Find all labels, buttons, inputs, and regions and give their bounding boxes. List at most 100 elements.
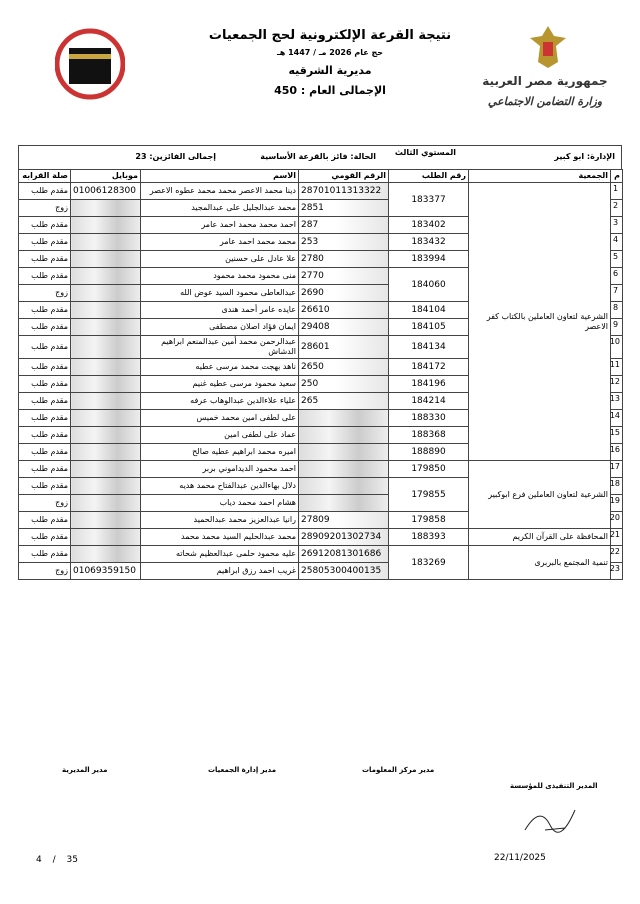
- table-row: 15 188368 عماد على لطفى امين مقدم طلب: [18, 426, 623, 444]
- name: غريب احمد رزق ابراهيم: [140, 562, 299, 580]
- table-row: 19 هشام احمد محمد دياب زوج: [18, 494, 623, 512]
- row-number: 17: [610, 460, 623, 478]
- request-number: 179858: [388, 511, 469, 529]
- relation: مقدم طلب: [18, 301, 71, 319]
- relation: مقدم طلب: [18, 375, 71, 393]
- national-id: 2650: [298, 358, 389, 376]
- national-id-blurred: [298, 426, 389, 444]
- mobile: 01006128300: [70, 182, 141, 200]
- page: 4: [36, 855, 42, 865]
- name: سعيد محمود مرسى عطيه غنيم: [140, 375, 299, 393]
- relation: مقدم طلب: [18, 545, 71, 563]
- column-header: رقم الطلب: [388, 169, 469, 183]
- relation: مقدم طلب: [18, 267, 71, 285]
- left-logo: [55, 28, 125, 100]
- column-header: الرقم القومي: [298, 169, 389, 183]
- table-row: 12 184196 250 سعيد محمود مرسى عطيه غنيم مقدم…: [18, 375, 623, 393]
- table-row: 7 2690 عبدالعاطى محمود السيد عوض الله زوج: [18, 284, 623, 302]
- request-number: 183402: [388, 216, 469, 234]
- name: على لطفى امين محمد خميس: [140, 409, 299, 427]
- table-row: 23 25805300400135 غريب احمد رزق ابراهيم 010…: [18, 562, 623, 580]
- name: احمد محمود الديداموني بربر: [140, 460, 299, 478]
- relation: مقدم طلب: [18, 335, 71, 359]
- total: الإجمالى العام : 450: [274, 84, 386, 97]
- relation: زوج: [18, 494, 71, 512]
- name: ايمان فؤاد اصلان مصطفى: [140, 318, 299, 336]
- row-number: 14: [610, 409, 623, 427]
- mobile-blurred: [70, 392, 141, 410]
- column-header: موبايل: [70, 169, 141, 183]
- signature: مدير إدارة الجمعيات: [208, 766, 277, 774]
- table-row: 4 183432 253 محمد محمد احمد عامر مقدم طلب: [18, 233, 623, 251]
- row-number: 3: [610, 216, 623, 234]
- relation: مقدم طلب: [18, 318, 71, 336]
- row-number: 15: [610, 426, 623, 444]
- request-number: 184105: [388, 318, 469, 336]
- row-number: 20: [610, 511, 623, 529]
- pages: 35: [66, 855, 78, 865]
- name: علا عادل على حسنين: [140, 250, 299, 268]
- row-number: 5: [610, 250, 623, 268]
- row-number: 13: [610, 392, 623, 410]
- name: محمد عبدالحليم السيد محمد محمد: [140, 528, 299, 546]
- row-number: 4: [610, 233, 623, 251]
- results-table: م الجمعية رقم الطلب الرقم القومي الاسم موبايل…: [18, 169, 623, 580]
- name: احمد محمد محمد احمد عامر: [140, 216, 299, 234]
- national-id: 28909201302734: [298, 528, 389, 546]
- name: علياء علاءالدين عبدالوهاب عرفه: [140, 392, 299, 410]
- mobile-blurred: [70, 409, 141, 427]
- mobile-blurred: [70, 216, 141, 234]
- table-row: 2 2851 محمد عبدالجليل على عبدالمجيد زوج: [18, 199, 623, 217]
- request-number: 188330: [388, 409, 469, 427]
- name: دينا محمد الاعصر محمد محمد عطوه الاعصر: [140, 182, 299, 200]
- directorate: مديرية الشرقيه: [288, 64, 372, 77]
- table-body: 1 الشرعية لتعاون العاملين بالكتاب كفر الا…: [18, 182, 623, 580]
- national-id: 26912081301686: [298, 545, 389, 563]
- separator: /: [52, 855, 56, 865]
- relation: مقدم طلب: [18, 443, 71, 461]
- request-number: 179855: [388, 477, 469, 512]
- info-bar: الإدارة: ابو كبير المستوي الثالث الحالة:…: [18, 145, 622, 170]
- request-number: 179850: [388, 460, 469, 478]
- request-number: 184172: [388, 358, 469, 376]
- national-id: 287: [298, 216, 389, 234]
- status: الحالة: فائز بالقرعة الأساسية: [260, 152, 376, 161]
- name: دلال بهاءالدين عبدالفتاح محمد هديه: [140, 477, 299, 495]
- row-number: 23: [610, 562, 623, 580]
- row-number: 1: [610, 182, 623, 200]
- row-number: 11: [610, 358, 623, 376]
- date: 22/11/2025: [494, 853, 546, 863]
- relation: مقدم طلب: [18, 477, 71, 495]
- row-number: 8: [610, 301, 623, 319]
- relation: مقدم طلب: [18, 426, 71, 444]
- mobile-blurred: [70, 301, 141, 319]
- mobile-blurred: [70, 358, 141, 376]
- request-number: 184134: [388, 335, 469, 359]
- relation: مقدم طلب: [18, 392, 71, 410]
- table-row: 3 183402 287 احمد محمد محمد احمد عامر مقدم ط…: [18, 216, 623, 234]
- mobile-blurred: [70, 233, 141, 251]
- association: تنمية المجتمع بالبربرى: [468, 545, 611, 580]
- table-row: 6 184060 2770 منى محمود محمد محمود مقدم طلب: [18, 267, 623, 302]
- column-header: صلة القرابه: [18, 169, 71, 183]
- name: هشام احمد محمد دياب: [140, 494, 299, 512]
- mobile-blurred: [70, 199, 141, 217]
- title: نتيجة القرعة الإلكترونية لحج الجمعيات: [208, 28, 452, 43]
- row-number: 6: [610, 267, 623, 285]
- table-row: 9 184105 29408 ايمان فؤاد اصلان مصطفى مقدم ط…: [18, 318, 623, 336]
- mobile-blurred: [70, 284, 141, 302]
- ministry-line2: وزارة التضامن الاجتماعي: [487, 95, 603, 108]
- mobile: 01069359150: [70, 562, 141, 580]
- association: المحافظة على القرآن الكريم: [468, 528, 611, 546]
- level: المستوي الثالث: [394, 148, 456, 157]
- request-number: 183994: [388, 250, 469, 268]
- national-id: 27809: [298, 511, 389, 529]
- request-number: 183432: [388, 233, 469, 251]
- national-id: 2851: [298, 199, 389, 217]
- national-id-blurred: [298, 477, 389, 495]
- national-id: 253: [298, 233, 389, 251]
- request-number: 188890: [388, 443, 469, 461]
- relation: مقدم طلب: [18, 460, 71, 478]
